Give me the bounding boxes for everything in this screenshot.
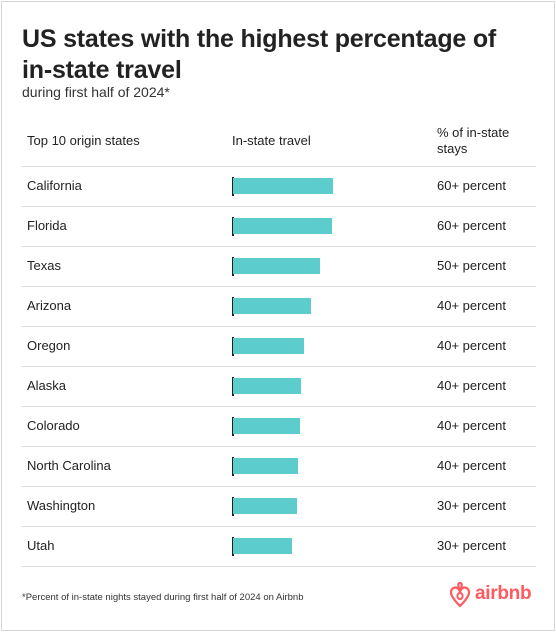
row-percent-label: 40+ percent bbox=[437, 458, 507, 473]
row-divider bbox=[22, 566, 536, 567]
row-divider bbox=[22, 286, 536, 287]
table-row: Colorado 40+ percent bbox=[22, 406, 536, 446]
table-row: Utah 30+ percent bbox=[22, 526, 536, 566]
table-row: Washington 30+ percent bbox=[22, 486, 536, 526]
bar bbox=[233, 538, 293, 554]
row-state-label: California bbox=[27, 178, 82, 193]
bar-baseline bbox=[232, 257, 234, 276]
row-state-label: North Carolina bbox=[27, 458, 111, 473]
row-divider bbox=[22, 166, 536, 167]
bar-baseline bbox=[232, 177, 234, 196]
row-divider bbox=[22, 526, 536, 527]
table-row: Arizona 40+ percent bbox=[22, 286, 536, 326]
row-state-label: Arizona bbox=[27, 298, 72, 313]
row-percent-label: 30+ percent bbox=[437, 538, 507, 553]
bar bbox=[233, 418, 300, 434]
bar-baseline bbox=[232, 417, 234, 436]
row-state-label: Alaska bbox=[27, 378, 67, 393]
bar-baseline bbox=[232, 217, 234, 236]
row-percent-label: 50+ percent bbox=[437, 258, 507, 273]
column-header-state: Top 10 origin states bbox=[27, 133, 140, 148]
bar bbox=[233, 458, 299, 474]
bar-baseline bbox=[232, 537, 234, 556]
row-divider bbox=[22, 366, 536, 367]
row-state-label: Florida bbox=[27, 218, 67, 233]
chart-title: US states with the highest percentage of… bbox=[22, 25, 497, 84]
table-row: Florida 60+ percent bbox=[22, 206, 536, 246]
row-state-label: Washington bbox=[27, 498, 96, 513]
table-row: Oregon 40+ percent bbox=[22, 326, 536, 366]
row-percent-label: 40+ percent bbox=[437, 418, 507, 433]
row-percent-label: 40+ percent bbox=[437, 298, 507, 313]
table-row: Texas 50+ percent bbox=[22, 246, 536, 286]
airbnb-logo-icon bbox=[449, 581, 471, 608]
column-header-percent: % of in-state stays bbox=[437, 125, 510, 156]
row-state-label: Utah bbox=[27, 538, 55, 553]
row-state-label: Texas bbox=[27, 258, 61, 273]
bar-baseline bbox=[232, 337, 234, 356]
table-row: North Carolina 40+ percent bbox=[22, 446, 536, 486]
column-header-travel: In-state travel bbox=[232, 133, 311, 148]
bar bbox=[233, 378, 302, 394]
row-divider bbox=[22, 486, 536, 487]
row-percent-label: 30+ percent bbox=[437, 498, 507, 513]
row-divider bbox=[22, 206, 536, 207]
row-divider bbox=[22, 246, 536, 247]
footnote: *Percent of in-state nights stayed durin… bbox=[22, 592, 304, 603]
row-state-label: Colorado bbox=[27, 418, 80, 433]
row-percent-label: 40+ percent bbox=[437, 378, 507, 393]
bar bbox=[233, 178, 334, 194]
row-percent-label: 40+ percent bbox=[437, 338, 507, 353]
table-row: Alaska 40+ percent bbox=[22, 366, 536, 406]
bar bbox=[233, 338, 305, 354]
bar bbox=[233, 298, 311, 314]
row-percent-label: 60+ percent bbox=[437, 218, 507, 233]
row-percent-label: 60+ percent bbox=[437, 178, 507, 193]
row-state-label: Oregon bbox=[27, 338, 71, 353]
bar bbox=[233, 218, 332, 234]
chart-subtitle: during first half of 2024* bbox=[22, 84, 170, 100]
table-row: California 60+ percent bbox=[22, 166, 536, 206]
brand-logo: airbnb bbox=[449, 580, 539, 610]
bar-baseline bbox=[232, 377, 234, 396]
bar-baseline bbox=[232, 497, 234, 516]
bar-baseline bbox=[232, 457, 234, 476]
bar bbox=[233, 498, 297, 514]
bar bbox=[233, 258, 320, 274]
bar-baseline bbox=[232, 297, 234, 316]
row-divider bbox=[22, 406, 536, 407]
brand-name: airbnb bbox=[475, 583, 532, 604]
row-divider bbox=[22, 326, 536, 327]
row-divider bbox=[22, 446, 536, 447]
